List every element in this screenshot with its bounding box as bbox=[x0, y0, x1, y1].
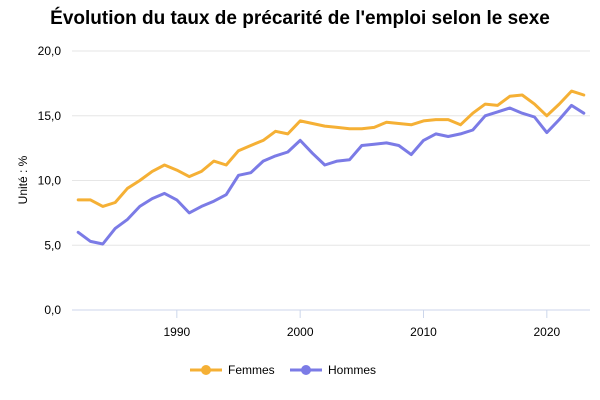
y-axis-label: Unité : % bbox=[16, 155, 30, 204]
y-tick-label: 20,0 bbox=[38, 44, 62, 58]
y-tick-label: 15,0 bbox=[38, 109, 62, 123]
legend-marker bbox=[201, 365, 211, 375]
legend-marker bbox=[301, 365, 311, 375]
grid-lines bbox=[72, 50, 590, 246]
chart-title: Évolution du taux de précarité de l'empl… bbox=[50, 7, 550, 29]
y-tick-label: 5,0 bbox=[44, 238, 61, 252]
series-line-hommes[interactable] bbox=[76, 103, 586, 246]
series-lines bbox=[76, 89, 586, 246]
x-axis-ticks: 1990 2000 2010 2020 bbox=[163, 310, 561, 339]
x-tick-label: 2010 bbox=[410, 325, 437, 339]
x-tick-label: 2000 bbox=[287, 325, 314, 339]
legend-item-femmes[interactable]: Femmes bbox=[190, 363, 275, 377]
y-axis-ticks: 0,0 5,0 10,0 15,0 20,0 bbox=[38, 44, 62, 317]
legend-item-hommes[interactable]: Hommes bbox=[290, 363, 376, 377]
series-line-femmes[interactable] bbox=[76, 89, 586, 208]
legend: Femmes Hommes bbox=[190, 363, 376, 377]
legend-label: Hommes bbox=[328, 363, 376, 377]
y-tick-label: 10,0 bbox=[38, 174, 62, 188]
y-tick-label: 0,0 bbox=[44, 303, 61, 317]
x-tick-label: 1990 bbox=[163, 325, 190, 339]
legend-label: Femmes bbox=[228, 363, 275, 377]
x-tick-label: 2020 bbox=[533, 325, 560, 339]
